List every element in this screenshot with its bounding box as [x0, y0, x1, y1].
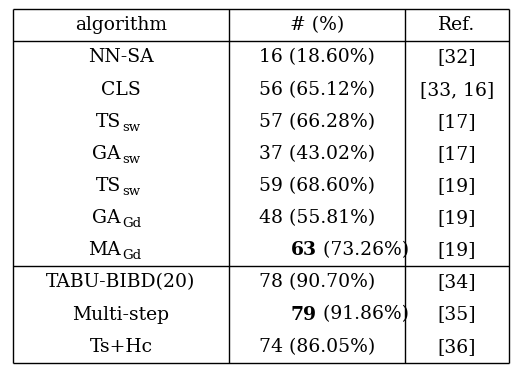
- Text: TS: TS: [96, 113, 121, 131]
- Text: TABU-BIBD(20): TABU-BIBD(20): [46, 273, 196, 291]
- Text: 56 (65.12%): 56 (65.12%): [259, 81, 375, 99]
- Text: 37 (43.02%): 37 (43.02%): [259, 145, 375, 163]
- Text: [33, 16]: [33, 16]: [420, 81, 494, 99]
- Text: [35]: [35]: [437, 305, 476, 324]
- Text: MA: MA: [88, 241, 121, 259]
- Text: algorithm: algorithm: [75, 16, 167, 34]
- Text: (91.86%): (91.86%): [317, 305, 409, 324]
- Text: 74 (86.05%): 74 (86.05%): [259, 338, 375, 356]
- Text: (73.26%): (73.26%): [317, 241, 409, 259]
- Text: GA: GA: [92, 145, 121, 163]
- Text: 59 (68.60%): 59 (68.60%): [259, 177, 375, 195]
- Text: CLS: CLS: [101, 81, 141, 99]
- Text: Gd: Gd: [123, 217, 141, 230]
- Text: [19]: [19]: [437, 209, 476, 227]
- Text: 79: 79: [291, 305, 317, 324]
- Text: sw: sw: [123, 121, 140, 134]
- Text: [34]: [34]: [437, 273, 476, 291]
- Text: NN-SA: NN-SA: [88, 48, 153, 67]
- Text: 48 (55.81%): 48 (55.81%): [259, 209, 375, 227]
- Text: Ts+Hc: Ts+Hc: [89, 338, 152, 356]
- Text: [17]: [17]: [437, 113, 476, 131]
- Text: GA: GA: [92, 209, 121, 227]
- Text: [36]: [36]: [437, 338, 476, 356]
- Text: [32]: [32]: [437, 48, 476, 67]
- Text: [19]: [19]: [437, 241, 476, 259]
- Text: Gd: Gd: [123, 249, 141, 262]
- Text: [17]: [17]: [437, 145, 476, 163]
- Text: TS: TS: [96, 177, 121, 195]
- Text: 78 (90.70%): 78 (90.70%): [259, 273, 375, 291]
- Text: Multi-step: Multi-step: [73, 305, 170, 324]
- Text: 63: 63: [291, 241, 317, 259]
- Text: [19]: [19]: [437, 177, 476, 195]
- Text: sw: sw: [123, 153, 140, 166]
- Text: Ref.: Ref.: [438, 16, 476, 34]
- Text: # (%): # (%): [290, 16, 344, 34]
- Text: 57 (66.28%): 57 (66.28%): [259, 113, 375, 131]
- Text: 16 (18.60%): 16 (18.60%): [259, 48, 375, 67]
- Text: sw: sw: [123, 185, 140, 198]
